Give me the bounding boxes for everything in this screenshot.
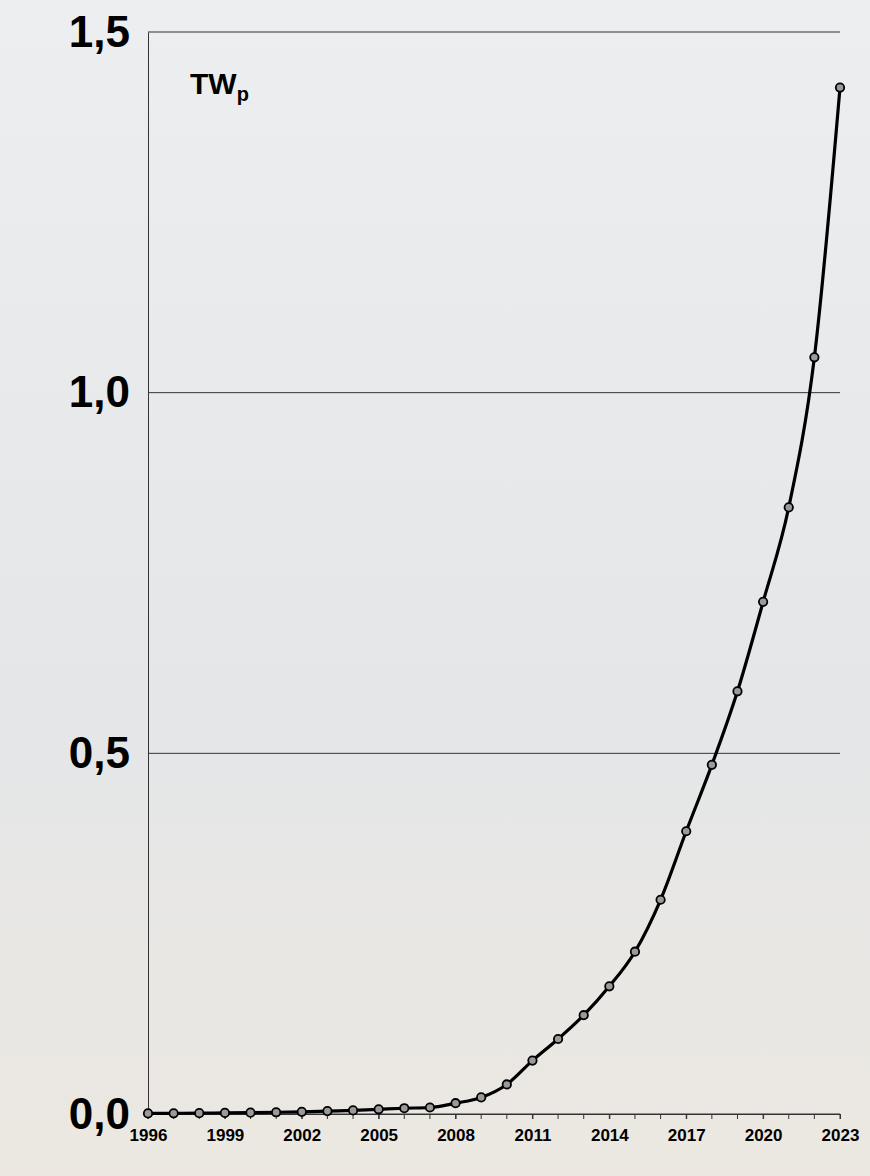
x-tick: 2002	[283, 1114, 321, 1145]
x-tick-mark	[686, 1114, 687, 1119]
point	[477, 1093, 485, 1101]
grid-line	[148, 753, 840, 754]
x-tick: 2017	[668, 1114, 706, 1145]
x-tick-label: 2002	[283, 1126, 321, 1145]
x-tick-mark	[840, 1114, 841, 1119]
x-minor-tick	[788, 1114, 789, 1119]
point	[785, 503, 793, 511]
y-axis: 0,0 0,5 1,0 1,5	[69, 7, 149, 1138]
y-tick-label: 1,0	[69, 367, 130, 416]
point	[708, 761, 716, 769]
point	[759, 598, 767, 606]
y-tick: 1,0	[69, 367, 148, 416]
x-minor-tick	[686, 1114, 687, 1119]
x-tick: 2011	[514, 1114, 551, 1145]
line	[148, 88, 840, 1114]
x-minor-tick	[609, 1114, 610, 1119]
x-tick-label: 1996	[130, 1126, 168, 1145]
x-minor-tick	[506, 1114, 507, 1119]
x-tick-mark	[379, 1114, 380, 1119]
point	[195, 1109, 203, 1117]
x-minor-tick	[429, 1114, 430, 1119]
x-tick-label: 2014	[591, 1126, 629, 1145]
x-minor-tick	[814, 1114, 815, 1119]
x-tick: 2005	[360, 1114, 398, 1145]
point	[323, 1107, 331, 1115]
point	[810, 353, 818, 361]
x-tick-label: 2011	[514, 1126, 551, 1145]
point	[554, 1035, 562, 1043]
point	[836, 83, 844, 91]
x-tick-mark	[532, 1114, 533, 1119]
point	[272, 1108, 280, 1116]
point	[246, 1108, 254, 1116]
point	[400, 1104, 408, 1112]
background	[0, 0, 870, 1176]
x-tick-mark	[456, 1114, 457, 1119]
x-minor-tick	[583, 1114, 584, 1119]
x-minor-tick	[404, 1114, 405, 1119]
x-minor-tick	[378, 1114, 379, 1119]
x-tick-label: 2005	[360, 1126, 398, 1145]
point	[656, 896, 664, 904]
grid	[148, 32, 840, 1114]
x-minor-tick	[481, 1114, 482, 1119]
x-minor-tick	[558, 1114, 559, 1119]
plot-area	[144, 83, 844, 1117]
x-tick-label: 2017	[668, 1126, 706, 1145]
y-tick-label: 0,5	[69, 728, 130, 777]
x-tick: 1999	[206, 1114, 244, 1145]
x-minor-tick	[840, 1114, 841, 1119]
x-minor-tick	[532, 1114, 533, 1119]
point	[221, 1109, 229, 1117]
x-minor-tick	[455, 1114, 456, 1119]
point	[144, 1109, 152, 1117]
x-minor-tick	[737, 1114, 738, 1119]
point	[503, 1080, 511, 1088]
point	[298, 1108, 306, 1116]
x-tick-label: 2020	[745, 1126, 783, 1145]
y-tick: 0,5	[69, 728, 148, 777]
point	[349, 1106, 357, 1114]
chart: 0,0 0,5 1,0 1,5 1996 1999 2002 2005 2008 2011 2014…	[0, 0, 870, 1176]
x-tick-label: 1999	[206, 1126, 244, 1145]
point	[451, 1099, 459, 1107]
point	[528, 1056, 536, 1064]
x-tick: 2008	[437, 1114, 475, 1145]
title: TWp	[190, 67, 249, 105]
y-tick-label: 0,0	[69, 1089, 130, 1138]
x-tick: 2014	[591, 1114, 629, 1145]
x-tick: 1996	[130, 1114, 168, 1145]
grid-line	[148, 392, 840, 393]
x-minor-tick	[711, 1114, 712, 1119]
point	[580, 1011, 588, 1019]
point	[631, 948, 639, 956]
y-tick-label: 1,5	[69, 7, 130, 56]
y-axis-line	[148, 33, 149, 1115]
x-minor-tick	[763, 1114, 764, 1119]
x-tick: 2020	[745, 1114, 783, 1145]
x-minor-tick	[634, 1114, 635, 1119]
x-minor-tick	[660, 1114, 661, 1119]
x-tick-mark	[763, 1114, 764, 1119]
point	[169, 1109, 177, 1117]
y-tick: 1,5	[69, 7, 148, 56]
grid-line	[148, 32, 840, 33]
x-tick-mark	[609, 1114, 610, 1119]
point	[682, 827, 690, 835]
x-axis: 1996 1999 2002 2005 2008 2011 2014 2017 2020 2023	[130, 1114, 860, 1145]
x-tick: 2023	[822, 1114, 860, 1145]
x-tick-label: 2008	[437, 1126, 475, 1145]
point	[426, 1103, 434, 1111]
point	[374, 1105, 382, 1113]
point	[605, 982, 613, 990]
x-tick-label: 2023	[822, 1126, 860, 1145]
point	[733, 687, 741, 695]
